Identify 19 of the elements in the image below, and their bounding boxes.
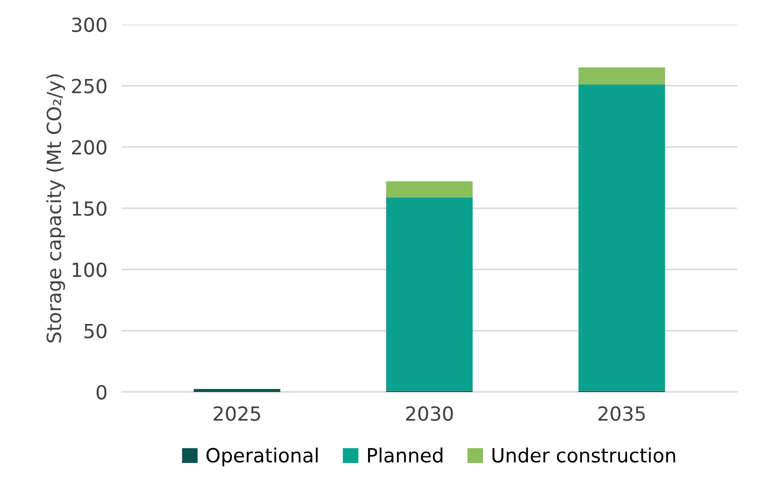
y-tick-label: 300: [72, 17, 106, 32]
x-tick-label: 2030: [406, 406, 453, 421]
bar: [578, 84, 666, 391]
x-tick-label: 2035: [598, 406, 645, 421]
y-tick-label: 0: [96, 384, 106, 400]
x-tick-label: 2025: [214, 406, 260, 421]
legend-label: Under construction: [492, 448, 676, 463]
bar: [194, 388, 280, 392]
y-tick-label: 50: [84, 324, 106, 338]
y-axis-title: Storage capacity (Mt CO₂/y): [46, 74, 66, 342]
y-tick-label: 250: [72, 78, 106, 94]
y-tick-label: 100: [72, 262, 106, 278]
bar: [386, 197, 473, 391]
legend-label: Planned: [368, 448, 442, 463]
bar: [386, 181, 473, 198]
bar: [578, 67, 666, 85]
y-tick-label: 200: [72, 140, 106, 155]
legend-label: Operational: [206, 448, 318, 466]
y-tick-label: 150: [72, 201, 106, 216]
